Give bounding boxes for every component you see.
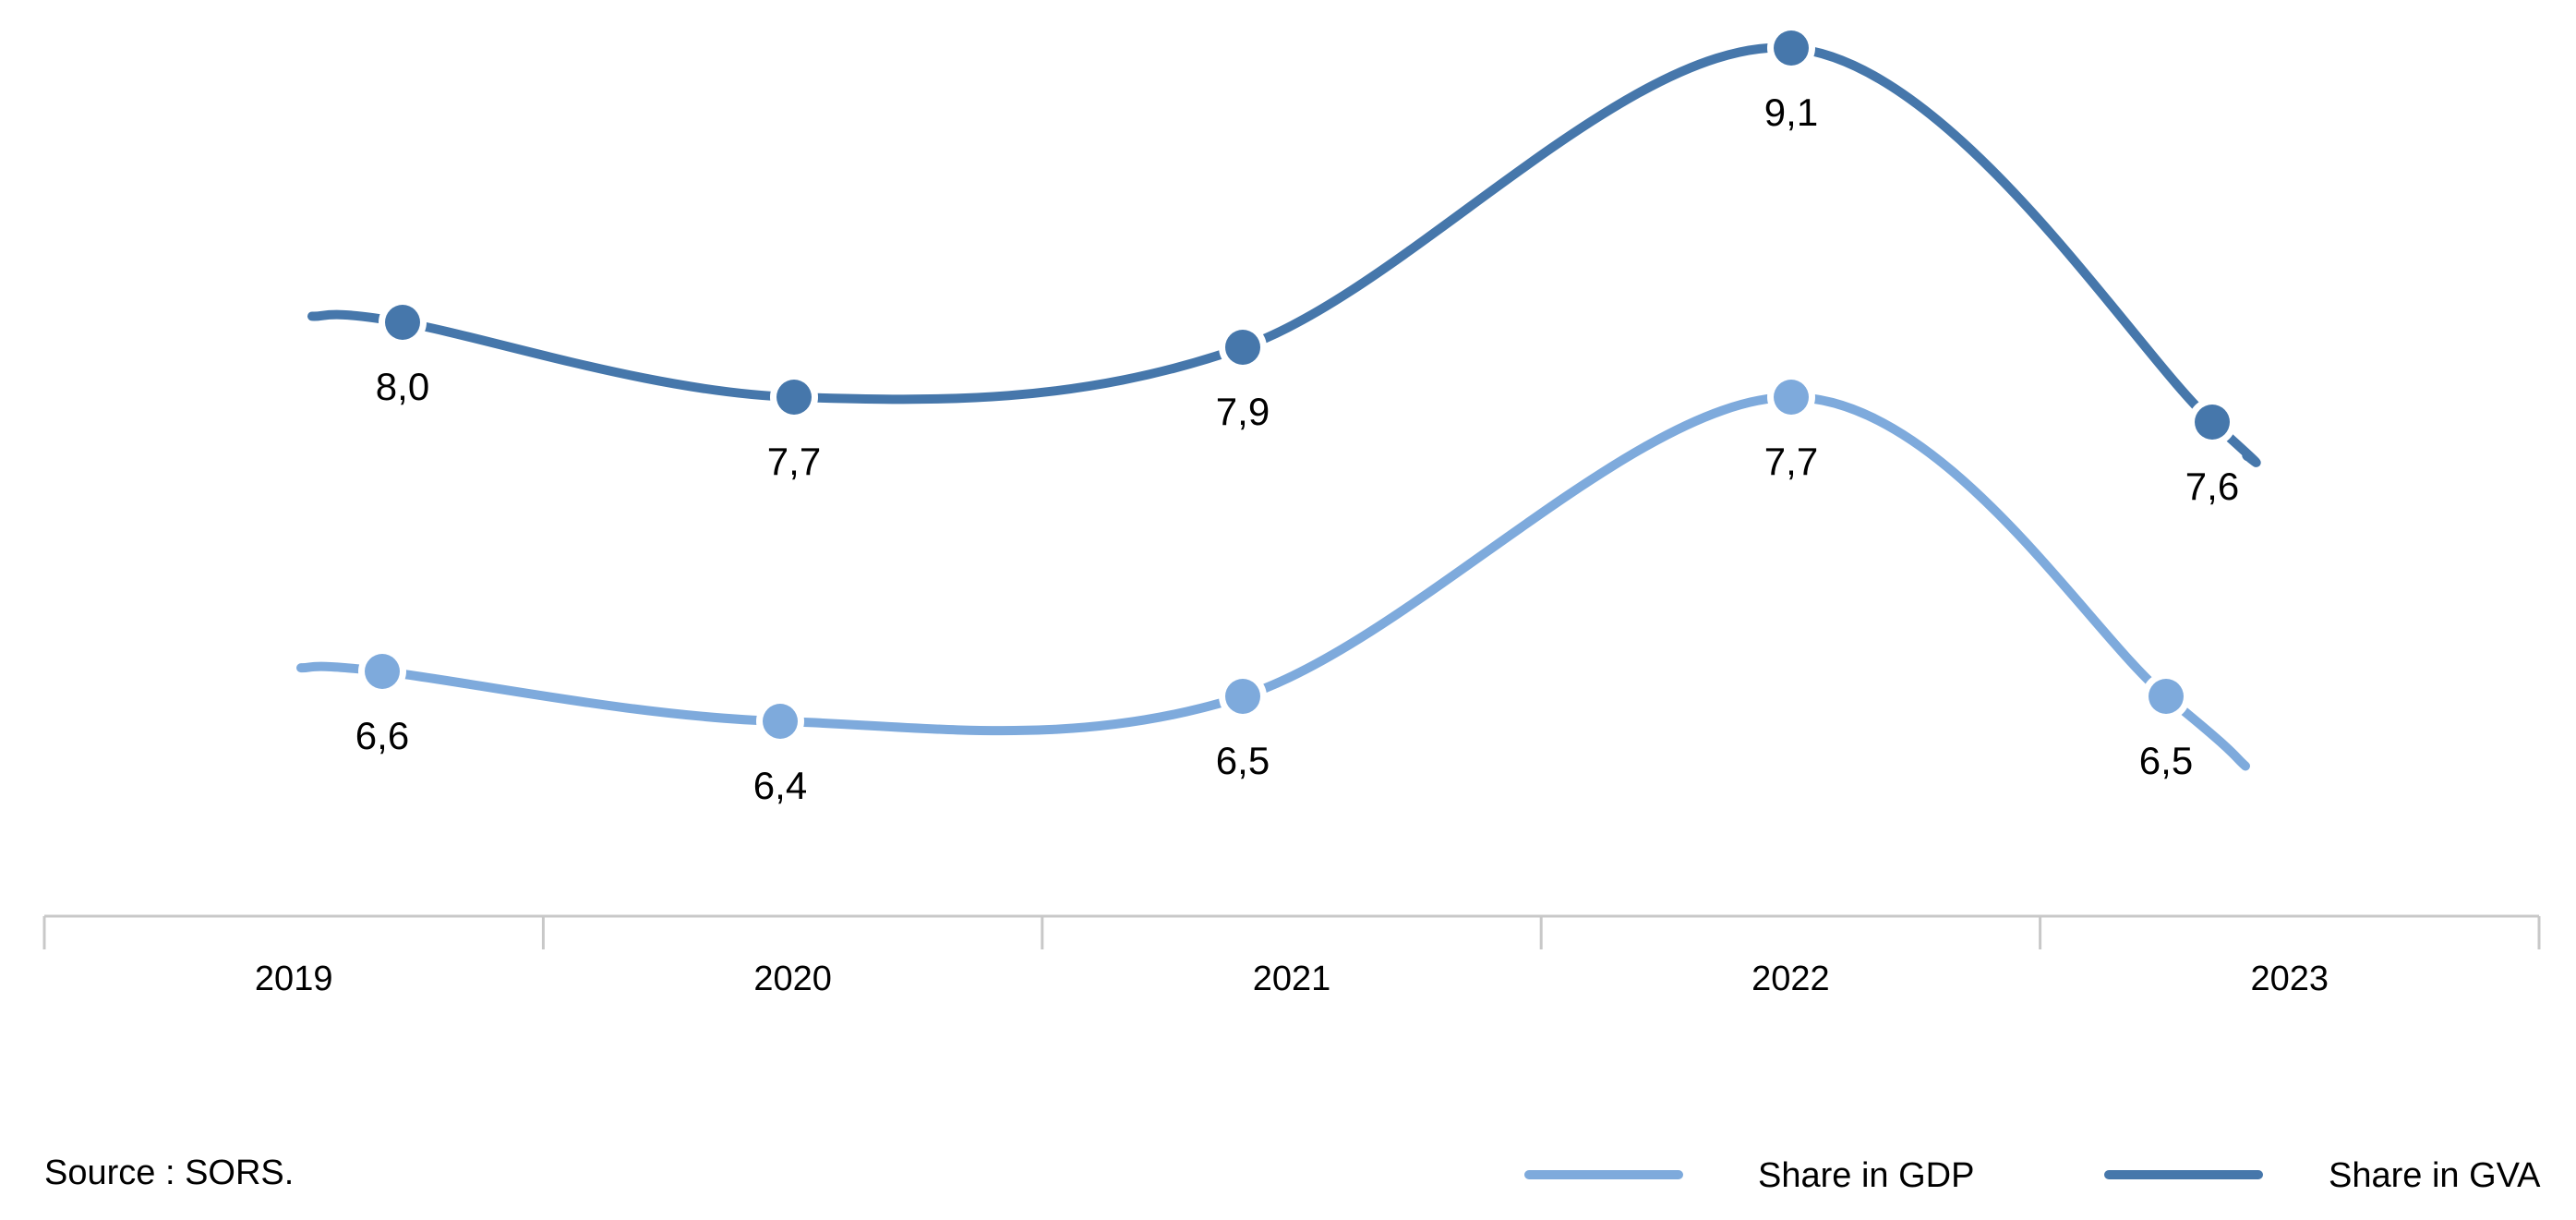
x-tick-label-2019: 2019 <box>255 960 333 998</box>
data-point-share-in-gdp-2022 <box>1774 380 1809 415</box>
data-point-share-in-gdp-2019 <box>365 654 400 689</box>
data-point-share-in-gdp-2021 <box>1225 679 1260 714</box>
data-label-share-in-gva-2019: 8,0 <box>376 365 429 408</box>
source-note: Source : SORS. <box>44 1154 294 1192</box>
legend: Share in GDP Share in GVA <box>1524 1156 2541 1195</box>
x-tick-label-2021: 2021 <box>1253 960 1331 998</box>
data-label-share-in-gdp-2022: 7,7 <box>1764 440 1818 483</box>
data-label-share-in-gva-2020: 7,7 <box>767 440 821 483</box>
data-point-share-in-gdp-2020 <box>763 704 798 739</box>
data-point-share-in-gva-2020 <box>776 380 812 415</box>
data-label-share-in-gdp-2021: 6,5 <box>1216 739 1270 782</box>
data-point-share-in-gva-2019 <box>385 305 420 340</box>
data-point-share-in-gva-2021 <box>1225 330 1260 365</box>
data-point-share-in-gdp-2023 <box>2149 679 2184 714</box>
series-line-share-in-gva <box>307 42 2261 467</box>
x-tick-label-2020: 2020 <box>753 960 832 998</box>
data-labels: 8,0 7,7 7,9 9,1 7,6 6,6 6,4 6,5 7,7 6,5 <box>355 91 2239 807</box>
data-label-share-in-gva-2021: 7,9 <box>1216 390 1270 433</box>
data-label-share-in-gva-2023: 7,6 <box>2185 465 2239 508</box>
data-label-share-in-gdp-2019: 6,6 <box>355 714 409 757</box>
legend-label-share-in-gva: Share in GVA <box>2329 1156 2541 1195</box>
legend-label-share-in-gdp: Share in GDP <box>1758 1156 1974 1195</box>
data-point-share-in-gva-2022 <box>1774 30 1809 66</box>
series-layer <box>296 24 2261 771</box>
x-tick-label-2023: 2023 <box>2251 960 2329 998</box>
data-label-share-in-gdp-2023: 6,5 <box>2139 739 2193 782</box>
series-line-share-in-gdp <box>296 392 2250 771</box>
data-point-share-in-gva-2023 <box>2195 405 2230 440</box>
x-axis: 2019 2020 2021 2022 2023 <box>42 914 2541 998</box>
data-label-share-in-gdp-2020: 6,4 <box>753 764 807 807</box>
x-tick-label-2022: 2022 <box>1751 960 1830 998</box>
data-label-share-in-gva-2022: 9,1 <box>1764 91 1818 134</box>
